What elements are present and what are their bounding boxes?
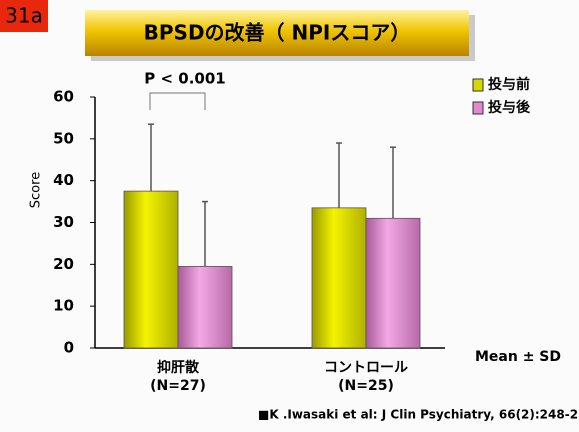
source: ■K .Iwasaki et al: J Clin Psychiatry, 66…	[258, 408, 579, 422]
badge-box	[0, 0, 48, 32]
x-tick-label: 抑肝散	[157, 359, 200, 376]
x-axis-title: Mean ± SD	[475, 349, 561, 365]
bar	[311, 207, 367, 349]
title-banner	[85, 10, 469, 56]
bar	[365, 217, 421, 349]
x-tick-label: コントロール	[324, 360, 408, 376]
y-tick-label: 30	[53, 213, 74, 231]
y-tick-label: 20	[53, 255, 74, 273]
legend-swatch	[472, 78, 484, 92]
y-tick-label: 0	[64, 339, 74, 357]
annotation: P < 0.001	[144, 70, 225, 88]
y-tick-label: 60	[53, 88, 74, 106]
y-tick-label: 40	[53, 171, 74, 189]
legend-swatch	[472, 101, 484, 115]
legend-label: 投与後	[488, 99, 531, 116]
badge: 31a	[5, 4, 43, 28]
y-tick-label: 50	[53, 129, 74, 147]
x-tick-note: (N=25)	[338, 378, 394, 394]
significance-bracket	[149, 92, 206, 110]
chart-title: BPSDの改善（ NPIスコア）	[144, 21, 411, 45]
y-tick-label: 10	[53, 297, 74, 315]
y-axis-title: Score	[29, 172, 44, 208]
legend-label: 投与前	[488, 76, 530, 93]
bar	[123, 190, 179, 349]
x-tick-note: (N=27)	[150, 378, 206, 394]
bar	[177, 266, 233, 349]
